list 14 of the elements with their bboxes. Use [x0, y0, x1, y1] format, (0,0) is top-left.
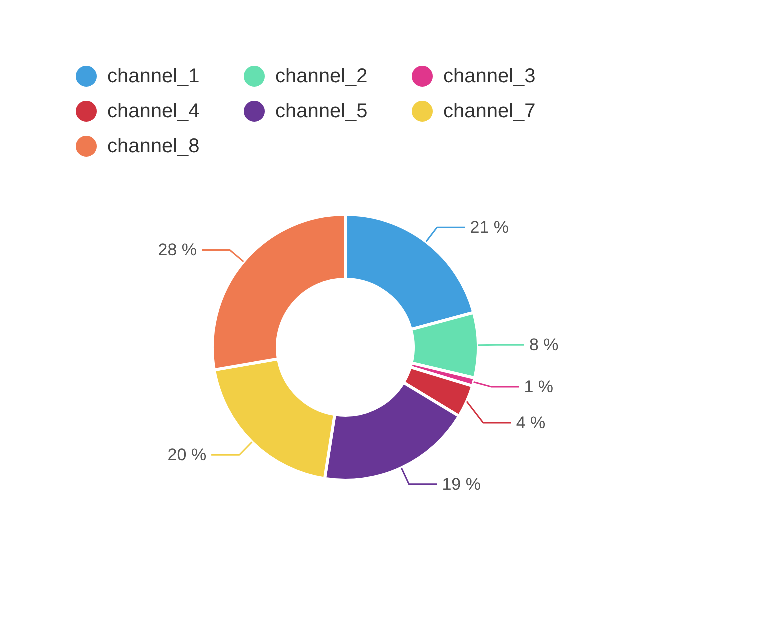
data-label: 8 %	[529, 336, 559, 355]
legend-label: channel_3	[444, 66, 536, 88]
data-label: 4 %	[516, 413, 546, 432]
data-label: 28 %	[158, 240, 197, 260]
data-label: 19 %	[442, 474, 481, 494]
legend-label: channel_4	[108, 100, 200, 122]
legend-label: channel_7	[444, 100, 536, 122]
data-label: 20 %	[168, 446, 207, 465]
data-label: 1 %	[524, 377, 554, 396]
legend-label: channel_1	[108, 66, 200, 88]
legend-label: channel_8	[108, 136, 200, 158]
data-label: 21 %	[470, 218, 510, 238]
legend-label: channel_5	[276, 100, 368, 122]
legend-label: channel_2	[276, 66, 368, 88]
